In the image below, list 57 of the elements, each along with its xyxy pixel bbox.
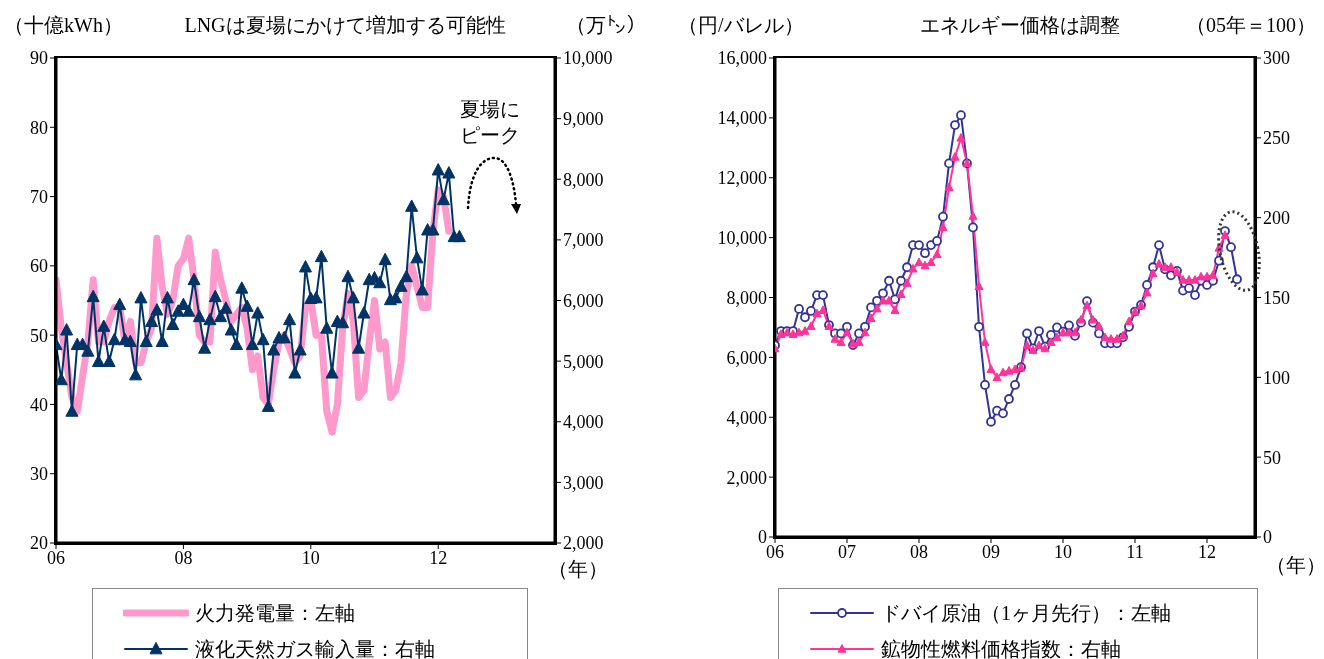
y2-tick-label: 3,000 xyxy=(563,472,604,493)
x-axis-title: （年） xyxy=(1266,553,1324,578)
y2-tick-label: 100 xyxy=(1263,367,1290,388)
annotation: 夏場にピーク xyxy=(460,97,521,148)
legend-label: ドバイ原油（1ヶ月先行）：左軸 xyxy=(881,600,1171,626)
y-tick-label: 90 xyxy=(30,48,48,69)
y2-tick-label: 300 xyxy=(1263,48,1290,69)
x-tick-label: 10 xyxy=(1054,541,1072,562)
y-tick-label: 80 xyxy=(30,117,48,138)
x-tick-label: 10 xyxy=(301,547,320,568)
chart-title: エネルギー価格は調整 xyxy=(920,13,1120,38)
x-tick-label: 06 xyxy=(47,547,65,568)
y2-tick-label: 4,000 xyxy=(563,412,604,433)
y2-tick-label: 250 xyxy=(1263,128,1290,149)
x-tick-label: 06 xyxy=(766,541,784,562)
y-tick-label: 16,000 xyxy=(717,48,767,69)
legend-label: 鉱物性燃料価格指数：右軸 xyxy=(881,636,1121,659)
y-axis-title: （円/バレル） xyxy=(678,13,804,38)
y-tick-label: 0 xyxy=(758,527,767,548)
y2-tick-label: 50 xyxy=(1263,447,1281,468)
y2-tick-label: 200 xyxy=(1263,208,1290,229)
x-tick-label: 12 xyxy=(429,547,448,568)
y-tick-label: 12,000 xyxy=(717,168,767,189)
x-tick-label: 11 xyxy=(1126,541,1144,562)
y2-tick-label: 7,000 xyxy=(563,230,604,251)
y-axis-title: （十億kWh） xyxy=(4,13,123,38)
y2-tick-label: 9,000 xyxy=(563,109,604,130)
y2-tick-label: 10,000 xyxy=(563,48,613,69)
x-tick-label: 12 xyxy=(1198,541,1216,562)
y2-tick-label: 0 xyxy=(1263,527,1272,548)
y2-axis-title: （05年＝100） xyxy=(1186,13,1316,38)
y-tick-label: 50 xyxy=(30,325,48,346)
x-tick-label: 07 xyxy=(838,541,856,562)
y-tick-label: 30 xyxy=(30,464,48,485)
x-tick-label: 08 xyxy=(174,547,193,568)
y-tick-label: 60 xyxy=(30,256,48,277)
y2-tick-label: 5,000 xyxy=(563,351,604,372)
y2-tick-label: 150 xyxy=(1263,287,1290,308)
y-tick-label: 40 xyxy=(30,394,48,415)
x-tick-label: 08 xyxy=(910,541,928,562)
y-tick-label: 4,000 xyxy=(726,407,767,428)
y-tick-label: 10,000 xyxy=(717,228,767,249)
y-tick-label: 20 xyxy=(30,533,48,554)
y-tick-label: 6,000 xyxy=(726,347,767,368)
legend-label: 液化天然ガス輸入量：右軸 xyxy=(195,636,435,659)
y2-tick-label: 8,000 xyxy=(563,169,604,190)
x-tick-label: 09 xyxy=(982,541,1000,562)
y-tick-label: 8,000 xyxy=(726,287,767,308)
legend-label: 火力発電量：左軸 xyxy=(195,600,355,626)
y-tick-label: 14,000 xyxy=(717,108,767,129)
x-axis-title: （年） xyxy=(548,557,608,582)
y-tick-label: 2,000 xyxy=(726,467,767,488)
y2-axis-title: （万㌧） xyxy=(566,13,646,38)
y-tick-label: 70 xyxy=(30,186,48,207)
chart-title: LNGは夏場にかけて増加する可能性 xyxy=(184,13,506,38)
y2-tick-label: 6,000 xyxy=(563,290,604,311)
y2-tick-label: 2,000 xyxy=(563,533,604,554)
